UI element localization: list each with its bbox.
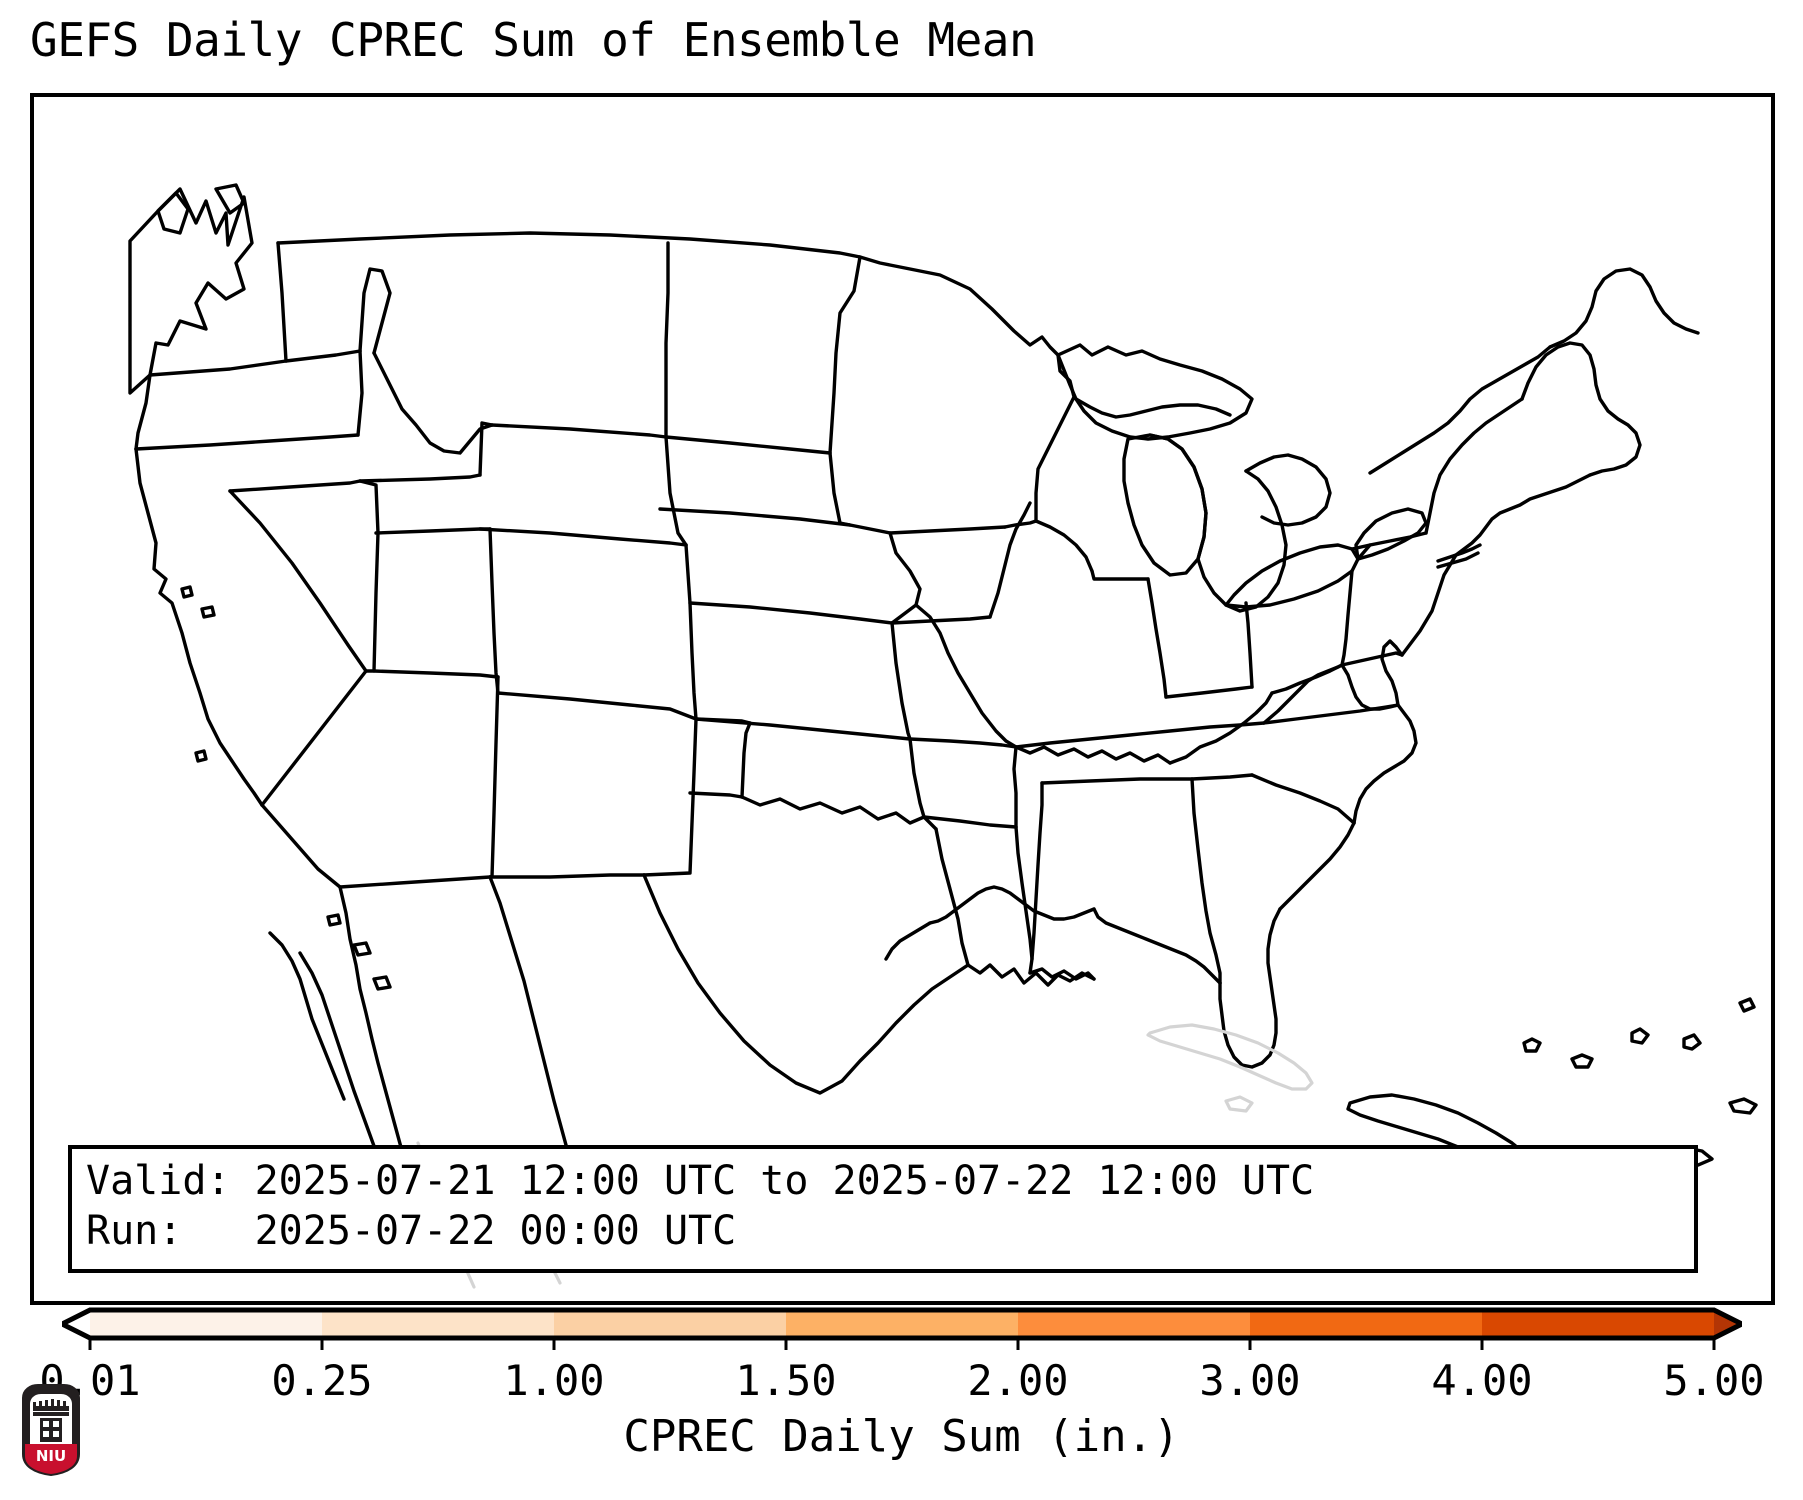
niu-logo: NIU [20, 1382, 82, 1478]
colorbar-axis-label: CPREC Daily Sum (in.) [623, 1411, 1180, 1462]
colorbar-tick-label: 1.00 [503, 1356, 605, 1405]
colorbar-tick-label: 4.00 [1431, 1356, 1533, 1405]
colorbar-band [90, 1310, 323, 1338]
colorbar[interactable] [62, 1304, 1742, 1352]
colorbar-tick-labels: 0.01 0.25 1.00 1.50 2.00 3.00 4.00 5.00 [0, 1358, 1803, 1408]
valid-run-annotation-box: Valid: 2025-07-21 12:00 UTC to 2025-07-2… [68, 1145, 1698, 1273]
niu-logo-text: NIU [36, 1447, 66, 1465]
colorbar-band [1482, 1310, 1715, 1338]
map-panel [30, 93, 1775, 1305]
colorbar-outline [62, 1307, 1742, 1341]
colorbar-band [554, 1310, 787, 1338]
colorbar-band [1018, 1310, 1251, 1338]
niu-shield-icon: NIU [22, 1384, 80, 1477]
colorbar-band [786, 1310, 1019, 1338]
conus-map-outline [128, 183, 1758, 1289]
colorbar-tick-label: 3.00 [1199, 1356, 1301, 1405]
page-title: GEFS Daily CPREC Sum of Ensemble Mean [30, 13, 1037, 67]
colorbar-band [322, 1310, 555, 1338]
colorbar-bands [62, 1310, 1742, 1338]
colorbar-tick-label: 0.25 [271, 1356, 373, 1405]
colorbar-tick-label: 1.50 [735, 1356, 837, 1405]
colorbar-band [1250, 1310, 1483, 1338]
colorbar-extend-max [1714, 1310, 1742, 1338]
colorbar-tick-label: 2.00 [967, 1356, 1069, 1405]
colorbar-extend-min [62, 1310, 90, 1338]
valid-time-text: Valid: 2025-07-21 12:00 UTC to 2025-07-2… [86, 1158, 1315, 1204]
colorbar-tick-label: 5.00 [1663, 1356, 1765, 1405]
run-time-text: Run: 2025-07-22 00:00 UTC [86, 1208, 737, 1254]
colorbar-svg [62, 1307, 1742, 1350]
